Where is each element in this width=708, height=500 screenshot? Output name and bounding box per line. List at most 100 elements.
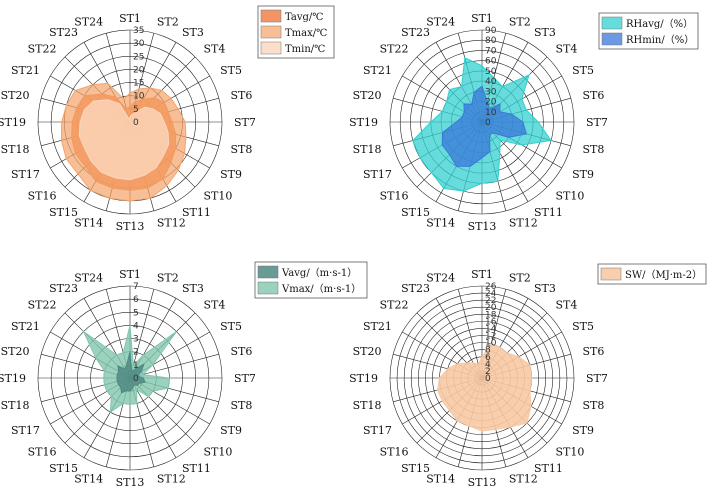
- axis-label-st18: ST18: [353, 143, 382, 156]
- axis-label-st22: ST22: [380, 299, 409, 312]
- radial-tick-label: 0: [133, 118, 139, 128]
- axis-label-st6: ST6: [231, 345, 253, 358]
- axis-label-st6: ST6: [583, 345, 605, 358]
- axis-label-st3: ST3: [182, 26, 204, 39]
- radial-tick-label: 5: [133, 308, 139, 318]
- axis-label-st14: ST14: [426, 217, 455, 230]
- axis-label-st12: ST12: [157, 473, 186, 486]
- radial-tick-label: 10: [485, 339, 497, 349]
- axis-label-st8: ST8: [231, 399, 253, 412]
- axis-label-st12: ST12: [509, 217, 538, 230]
- axis-label-st13: ST13: [116, 220, 145, 233]
- radial-tick-label: 6: [485, 353, 491, 363]
- axis-label-st23: ST23: [49, 282, 78, 295]
- axis-label-st20: ST20: [1, 345, 30, 358]
- axis-label-st13: ST13: [468, 476, 497, 489]
- axis-label-st8: ST8: [231, 143, 253, 156]
- axis-label-st20: ST20: [1, 89, 30, 102]
- legend-1: Tavg/℃ Tmax/℃ Tmin/℃: [257, 5, 335, 59]
- axis-label-st4: ST4: [204, 299, 226, 312]
- axis-label-st16: ST16: [28, 446, 57, 459]
- axis-label-st4: ST4: [556, 43, 578, 56]
- grid-spoke: [129, 377, 177, 458]
- radial-tick-label: 50: [485, 67, 497, 77]
- radial-tick-label: 60: [485, 57, 497, 67]
- legend-label: Vavg/（m·s-1）: [281, 267, 357, 279]
- axis-label-st14: ST14: [74, 473, 103, 486]
- axis-label-st10: ST10: [204, 190, 233, 203]
- legend-swatch: [260, 41, 282, 55]
- axis-label-st16: ST16: [380, 190, 409, 203]
- axis-label-st19: ST19: [0, 372, 26, 385]
- axis-label-st18: ST18: [353, 399, 382, 412]
- axis-label-st5: ST5: [572, 320, 594, 333]
- legend-2: RHavg/（%） RHmin/（%）: [598, 12, 699, 50]
- axis-label-st12: ST12: [157, 217, 186, 230]
- axis-label-st10: ST10: [556, 190, 585, 203]
- radial-tick-label: 2: [485, 367, 491, 377]
- axis-label-st5: ST5: [220, 64, 242, 77]
- radial-tick-label: 22: [485, 296, 496, 306]
- axis-label-st12: ST12: [509, 473, 538, 486]
- radial-tick-label: 16: [485, 317, 497, 327]
- legend-box: [597, 263, 707, 285]
- radial-tick-label: 12: [485, 332, 496, 342]
- axis-label-st11: ST11: [182, 206, 211, 219]
- axis-label-st13: ST13: [116, 476, 145, 489]
- axis-label-st13: ST13: [468, 220, 497, 233]
- axis-label-st17: ST17: [363, 168, 392, 181]
- axis-label-st1: ST1: [119, 12, 141, 25]
- axis-label-st22: ST22: [28, 299, 57, 312]
- radial-tick-label: 4: [133, 321, 139, 331]
- axis-label-st9: ST9: [572, 168, 594, 181]
- axis-label-st15: ST15: [401, 206, 430, 219]
- legend-4: SW/（MJ·m-2）: [597, 263, 707, 285]
- radial-tick-label: 90: [485, 26, 497, 36]
- radial-tick-label: 20: [133, 65, 145, 75]
- axis-label-st16: ST16: [380, 446, 409, 459]
- axis-label-st11: ST11: [534, 206, 563, 219]
- radial-tick-label: 2: [133, 348, 139, 358]
- radial-tick-label: 10: [133, 92, 145, 102]
- axis-label-st9: ST9: [220, 168, 242, 181]
- axis-label-st8: ST8: [583, 399, 605, 412]
- axis-label-st23: ST23: [401, 26, 430, 39]
- axis-label-st15: ST15: [401, 462, 430, 475]
- radial-tick-label: 35: [133, 26, 144, 36]
- axis-label-st17: ST17: [11, 424, 40, 437]
- axis-label-st6: ST6: [231, 89, 253, 102]
- radial-tick-label: 40: [485, 77, 497, 87]
- legend-swatch: [601, 16, 623, 30]
- radial-tick-label: 26: [485, 282, 497, 292]
- axis-label-st4: ST4: [204, 43, 226, 56]
- radial-tick-label: 5: [133, 105, 139, 115]
- axis-label-st23: ST23: [401, 282, 430, 295]
- radial-tick-label: 80: [485, 36, 497, 46]
- grid-spoke: [457, 289, 483, 379]
- legend-swatch: [601, 32, 623, 46]
- radial-tick-label: 14: [485, 324, 497, 334]
- grid-spoke: [129, 289, 155, 379]
- axis-label-st11: ST11: [534, 462, 563, 475]
- axis-label-st24: ST24: [426, 272, 455, 285]
- radial-tick-label: 7: [133, 282, 139, 292]
- axis-label-st16: ST16: [28, 190, 57, 203]
- axis-label-st17: ST17: [11, 168, 40, 181]
- series-area-3: [78, 99, 170, 181]
- legend-label: RHmin/（%）: [626, 34, 694, 46]
- axis-label-st1: ST1: [471, 12, 493, 25]
- axis-label-st19: ST19: [349, 372, 378, 385]
- axis-label-st24: ST24: [74, 16, 103, 29]
- axis-label-st22: ST22: [380, 43, 409, 56]
- radial-tick-label: 70: [485, 46, 497, 56]
- legend-swatch: [257, 281, 279, 295]
- axis-label-st2: ST2: [509, 16, 531, 29]
- axis-label-st21: ST21: [11, 320, 40, 333]
- series-area-1: [437, 343, 533, 432]
- axis-label-st14: ST14: [74, 217, 103, 230]
- legend-label: Vmax/（m·s-1）: [281, 283, 361, 295]
- radial-tick-label: 10: [485, 108, 497, 118]
- radial-tick-label: 30: [485, 87, 497, 97]
